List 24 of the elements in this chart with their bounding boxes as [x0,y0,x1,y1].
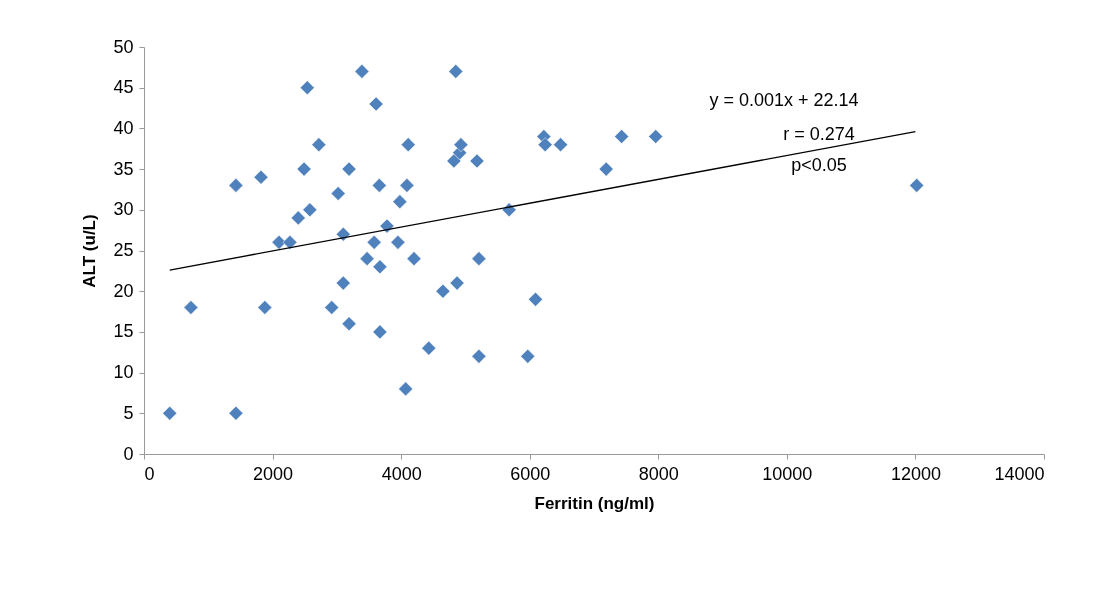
annotation: r = 0.274 [783,124,855,144]
y-tick-label: 50 [113,36,134,57]
x-tick-label: 2000 [253,463,294,484]
x-axis-title: Ferritin (ng/ml) [534,493,655,513]
y-tick-label: 20 [113,280,134,301]
y-tick-label: 30 [113,199,134,220]
y-tick-label: 5 [123,402,134,423]
y-tick-label: 45 [113,77,134,98]
x-tick-label: 4000 [381,463,422,484]
x-tick-label: 6000 [510,463,551,484]
y-tick-label: 15 [113,321,134,342]
y-tick-label: 10 [113,362,134,383]
annotation: p<0.05 [791,155,847,175]
y-tick-label: 0 [123,443,134,464]
x-tick-label: 8000 [638,463,679,484]
annotation: y = 0.001x + 22.14 [709,90,859,110]
x-tick-label: 12000 [890,463,941,484]
y-axis-title: ALT (u/L) [80,214,100,288]
x-tick-label: 14000 [994,463,1045,484]
y-tick-label: 40 [113,117,134,138]
x-tick-label: 10000 [762,463,813,484]
x-tick-label: 0 [144,463,155,484]
y-tick-label: 35 [113,158,134,179]
y-tick-label: 25 [113,240,134,260]
